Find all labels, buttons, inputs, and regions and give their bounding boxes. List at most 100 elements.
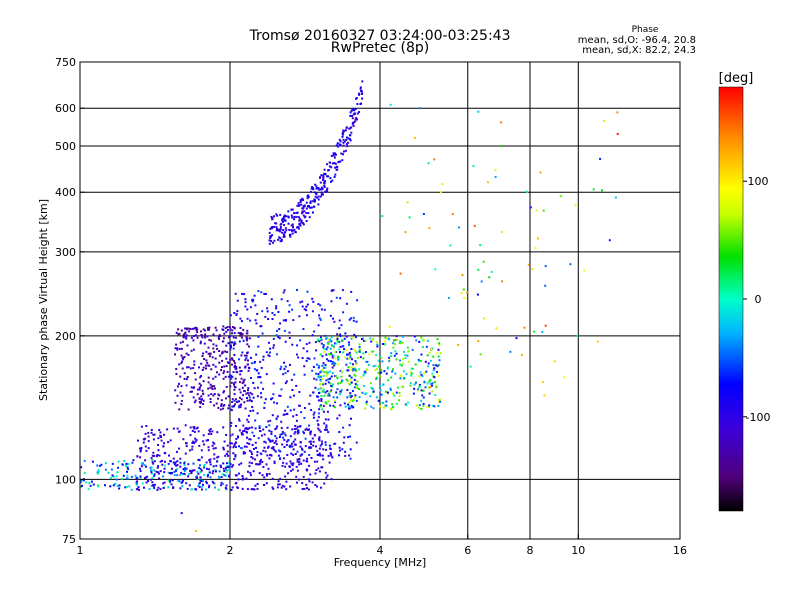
data-point [258,472,261,475]
data-point [150,484,153,487]
data-point [340,324,343,327]
data-point [321,442,323,445]
data-point [174,470,177,473]
data-point [479,353,482,356]
data-point [201,369,204,371]
data-point [331,366,334,369]
data-point [296,344,299,347]
data-point [246,351,249,354]
data-point [315,363,318,366]
data-point [359,356,362,359]
data-point [241,475,244,477]
data-point [192,440,195,443]
data-point [364,371,367,374]
data-point [341,289,344,292]
data-point [191,390,193,393]
data-point [195,329,198,331]
data-point [224,474,227,477]
data-point [281,464,284,467]
data-point [214,375,217,378]
data-point [529,206,532,209]
data-point [375,378,378,380]
data-point [326,163,329,166]
data-point [437,355,440,358]
data-point [222,446,225,449]
data-point [275,226,278,229]
data-point [272,446,275,448]
data-point [233,458,236,461]
data-point [302,475,305,478]
data-point [332,345,335,348]
data-point [239,381,241,384]
data-point [544,265,547,268]
data-point [354,374,357,377]
data-point [351,399,354,402]
data-point [335,144,338,147]
phase-stats-x: mean, sd,X: 82.2, 24.3 [582,45,696,56]
data-point [346,389,349,391]
data-point [298,460,301,463]
data-point [229,434,232,437]
data-point [184,424,187,427]
data-point [535,209,538,212]
data-point [342,426,345,429]
data-point [257,345,260,348]
data-point [245,426,248,429]
data-point [346,379,349,382]
data-point [277,454,280,457]
data-point [233,393,236,396]
data-point [232,464,235,467]
data-point [249,410,252,412]
data-point [186,366,189,369]
data-point [301,212,303,215]
data-point [245,477,248,480]
data-point [241,292,244,295]
data-point [312,440,315,443]
data-point [239,391,242,394]
data-point [375,367,378,370]
data-point [193,363,196,366]
data-point [247,369,250,372]
data-point [218,373,221,376]
data-point [157,437,160,440]
data-point [224,454,227,457]
data-point [396,338,399,341]
data-point [270,433,273,435]
data-point [212,482,215,485]
data-point [521,353,523,356]
data-point [331,356,334,359]
data-point [422,404,425,407]
data-point [131,461,134,464]
data-point [329,452,332,455]
data-point [298,217,301,220]
data-point [379,393,382,396]
data-point [313,434,316,437]
data-point [283,432,286,435]
data-point [350,290,353,293]
data-point [283,329,286,332]
data-point [347,403,350,406]
data-point [283,485,286,488]
data-point [355,320,358,323]
data-point [418,404,421,407]
data-point [201,398,203,401]
data-point [399,363,402,366]
data-point [351,117,354,120]
data-point [401,342,404,345]
data-point [227,454,229,457]
data-point [308,454,311,456]
data-point [279,433,282,436]
data-point [354,383,357,386]
data-point [183,472,186,475]
data-point [413,335,416,338]
data-point [308,216,311,219]
data-point [243,401,246,404]
data-point [292,319,295,322]
data-point [402,370,405,373]
data-point [174,347,177,350]
data-point [332,404,335,407]
data-point [300,219,303,222]
data-point [177,479,180,482]
data-point [250,488,253,491]
data-point [378,365,380,368]
